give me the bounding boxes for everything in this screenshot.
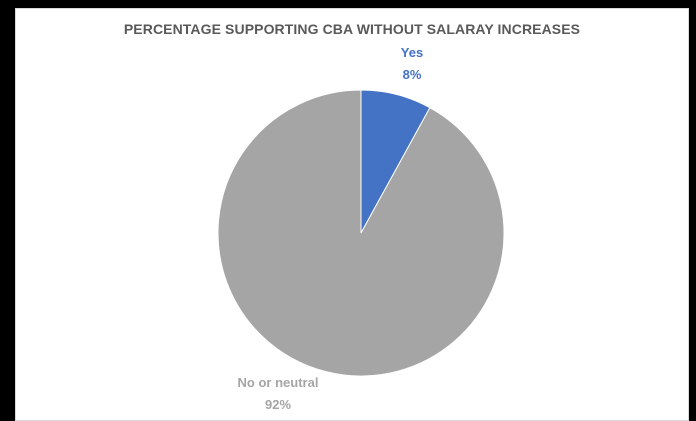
data-label-percent: 8% [403, 67, 422, 82]
data-label-percent: 92% [265, 397, 291, 412]
chart-area: PERCENTAGE SUPPORTING CBA WITHOUT SALARA… [15, 8, 689, 421]
pie-slice-no-or-neutral [217, 89, 505, 377]
pie-chart: Yes 8% No or neutral 92% [217, 45, 505, 412]
chart-title: PERCENTAGE SUPPORTING CBA WITHOUT SALARA… [123, 21, 581, 37]
data-label-category: Yes [401, 45, 423, 60]
data-label-category: No or neutral [238, 375, 319, 390]
